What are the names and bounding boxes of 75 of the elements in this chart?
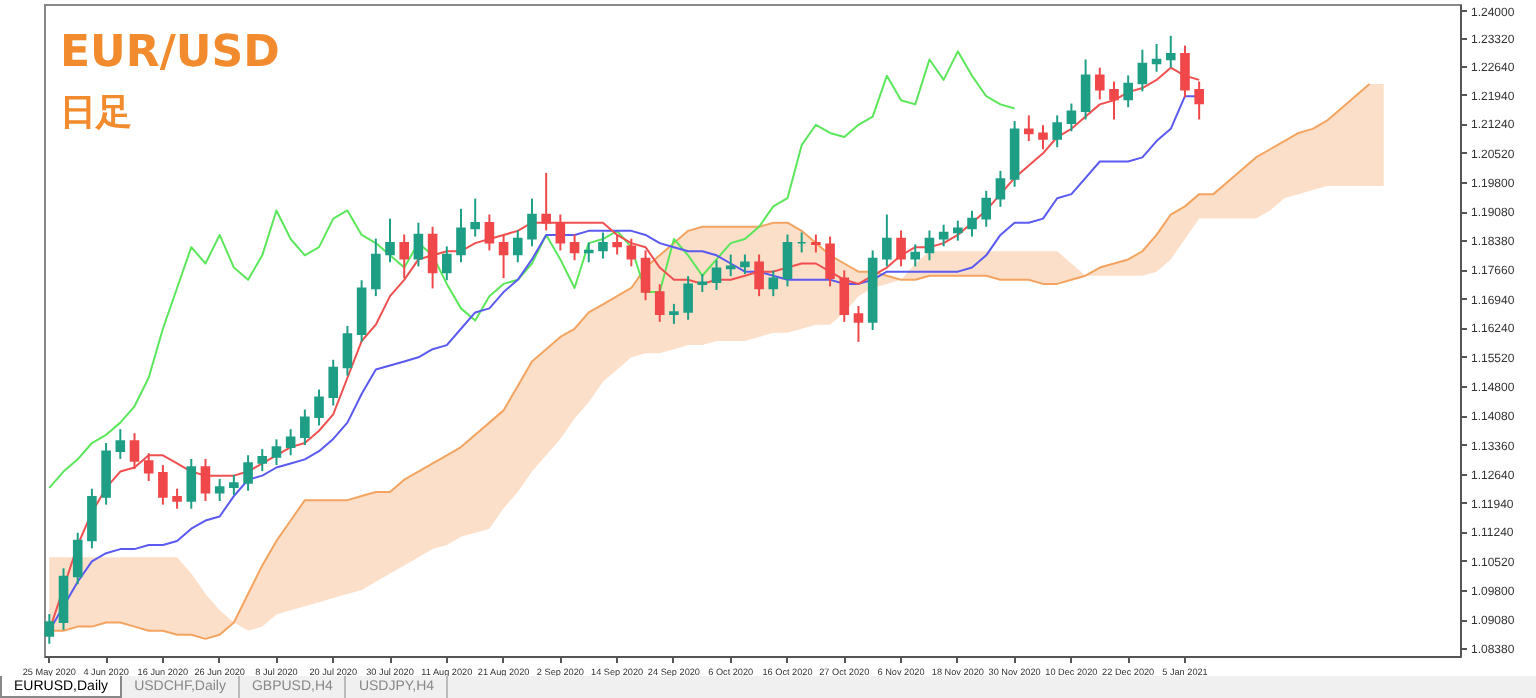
candlestick: [768, 269, 779, 298]
candlestick: [669, 302, 679, 325]
candlestick: [285, 428, 296, 457]
candlestick: [399, 233, 410, 280]
candlestick: [271, 438, 282, 467]
candlestick: [967, 209, 977, 238]
candlestick: [498, 233, 509, 280]
candlestick: [456, 207, 466, 264]
candlestick: [385, 217, 395, 264]
candlestick: [569, 233, 580, 262]
candlestick: [371, 237, 381, 298]
candlestick: [328, 358, 339, 407]
candlestick: [626, 237, 637, 268]
candlestick: [981, 189, 992, 228]
text: EUR/USD: [60, 28, 280, 80]
candlestick: [583, 241, 594, 264]
candlestick: [1137, 48, 1148, 93]
candlestick: [1123, 74, 1133, 109]
candlestick: [314, 388, 324, 427]
candlestick: [512, 229, 523, 264]
candlestick: [87, 487, 97, 550]
candlestick: [44, 612, 55, 645]
candlestick: [725, 253, 736, 278]
candlestick: [101, 442, 111, 506]
candlestick: [839, 269, 850, 323]
candlestick: [257, 448, 268, 473]
candlestick: [1165, 34, 1176, 69]
candlestick: [342, 324, 353, 377]
candlestick: [356, 279, 367, 343]
candlestick: [129, 432, 140, 471]
candlestick: [612, 233, 622, 256]
candlestick: [555, 213, 566, 252]
candlestick: [143, 452, 154, 482]
text: 日足: [60, 90, 134, 138]
candlestick: [995, 169, 1006, 208]
candlestick: [654, 283, 665, 323]
candlestick: [754, 253, 764, 298]
candlestick: [782, 233, 793, 288]
candlestick: [229, 473, 239, 496]
candlestick: [1094, 66, 1105, 101]
candlestick: [825, 235, 835, 288]
candlestick: [427, 225, 438, 290]
candlestick: [711, 259, 722, 292]
candlestick: [598, 231, 608, 260]
candlestick: [214, 477, 225, 502]
candlestick: [200, 457, 211, 502]
candlestick: [910, 243, 921, 268]
candlestick: [1066, 102, 1077, 133]
candlestick: [1109, 80, 1119, 121]
candlestick: [484, 213, 495, 252]
candlestick: [640, 249, 651, 302]
candlestick: [115, 428, 126, 460]
candlestick: [1024, 114, 1034, 143]
candlestick: [158, 464, 168, 506]
candlestick: [541, 171, 551, 232]
candlestick: [1052, 114, 1062, 149]
candlestick: [683, 275, 693, 321]
candlestick: [72, 531, 83, 586]
candlestick: [924, 229, 935, 262]
candlestick: [300, 408, 310, 447]
candlestick: [186, 457, 197, 510]
candlestick: [896, 229, 906, 268]
candlestick: [413, 221, 424, 268]
candlestick: [853, 304, 864, 343]
candlestick: [58, 567, 69, 631]
candlestick: [1038, 124, 1048, 151]
candlestick: [953, 219, 963, 242]
candlestick: [442, 245, 452, 282]
candlestick: [527, 197, 537, 248]
candlestick: [172, 487, 182, 510]
candlestick: [740, 253, 750, 276]
candlestick: [243, 454, 253, 492]
candlestick: [882, 213, 892, 268]
candlestick: [470, 197, 480, 238]
candlestick: [1080, 58, 1091, 121]
